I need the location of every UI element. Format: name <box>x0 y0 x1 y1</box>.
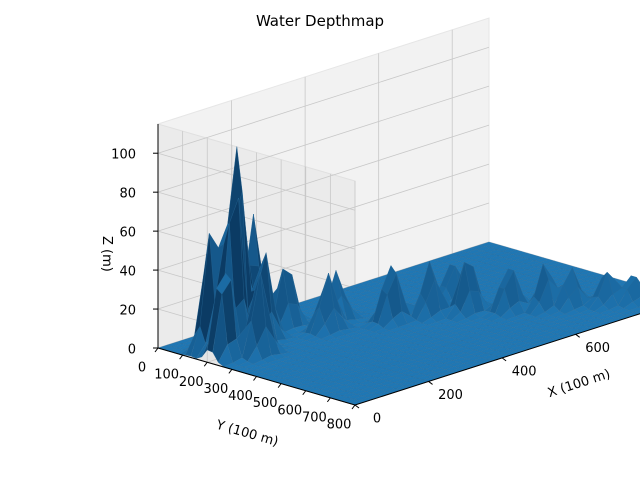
z-tick-label: 100 <box>111 148 136 163</box>
z-tick-label: 40 <box>119 265 136 280</box>
y-tick-label: 700 <box>302 410 327 425</box>
y-tick <box>302 390 307 396</box>
y-tick <box>154 347 159 353</box>
y-tick <box>179 354 184 360</box>
z-tick-label: 80 <box>119 187 136 202</box>
y-tick <box>277 383 282 388</box>
x-tick-label: 200 <box>438 388 463 403</box>
y-tick-label: 100 <box>154 368 179 383</box>
y-tick <box>228 369 233 374</box>
y-tick-label: 0 <box>138 361 146 376</box>
gridline-z-back <box>157 46 490 154</box>
x-tick <box>354 404 360 409</box>
y-tick <box>326 397 331 403</box>
y-tick-label: 200 <box>179 375 204 390</box>
gridline-z-side <box>157 191 356 250</box>
y-tick <box>253 376 257 381</box>
z-axis-label: Z (m) <box>99 236 114 272</box>
gridline-z-back <box>157 85 490 193</box>
y-tick-label: 800 <box>327 418 352 433</box>
y-tick <box>203 361 208 367</box>
x-tick-label: 400 <box>512 364 537 379</box>
y-tick-label: 500 <box>253 396 278 411</box>
y-axis-label: Y (100 m) <box>213 418 279 450</box>
x-tick-label: 600 <box>585 341 610 356</box>
y-tick-label: 400 <box>228 389 253 404</box>
x-axis-line <box>354 313 640 406</box>
axes: 0200400600800010020030040050060070080002… <box>111 124 640 433</box>
gridline-z-back <box>157 124 490 232</box>
x-tick-label: 0 <box>373 412 381 427</box>
z-tick-label: 0 <box>128 343 136 358</box>
depth-surface <box>157 146 640 406</box>
z-tick-label: 20 <box>119 304 136 319</box>
x-tick <box>575 333 580 338</box>
y-tick-label: 600 <box>277 403 302 418</box>
z-tick-label: 60 <box>119 226 136 241</box>
chart-title: Water Depthmap <box>256 12 384 30</box>
x-axis-label: X (100 m) <box>546 367 612 401</box>
y-tick-label: 300 <box>203 382 228 397</box>
y-tick <box>351 404 356 410</box>
gridline-z-side <box>157 152 356 211</box>
x-tick <box>501 357 507 362</box>
x-tick <box>428 381 433 385</box>
